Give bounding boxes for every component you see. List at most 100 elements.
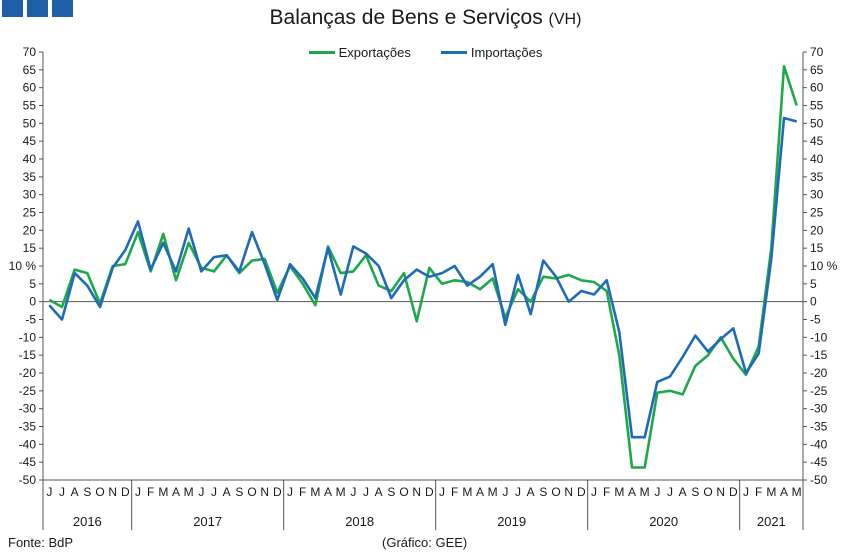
- y-tick-label-left: 55: [23, 99, 37, 113]
- y-tick-label-right: 55: [810, 99, 824, 113]
- y-tick-label-left: 40: [23, 152, 37, 166]
- x-tick-label-month: N: [108, 485, 117, 499]
- y-tick-label-left: -30: [19, 402, 37, 416]
- y-tick-label-right: -50: [810, 473, 828, 487]
- x-year-label: 2019: [497, 514, 526, 529]
- y-tick-label-left: -20: [19, 366, 37, 380]
- x-tick-label-month: A: [71, 485, 79, 499]
- x-tick-label-month: A: [223, 485, 231, 499]
- x-tick-label-month: A: [375, 485, 383, 499]
- x-tick-label-month: M: [336, 485, 346, 499]
- x-tick-label-month: J: [363, 485, 369, 499]
- x-tick-label-month: A: [628, 485, 636, 499]
- y-tick-label-right: 20: [810, 223, 824, 237]
- y-tick-label-right: 5: [810, 277, 817, 291]
- y-tick-label-left: 15: [23, 241, 37, 255]
- x-tick-label-month: A: [476, 485, 484, 499]
- y-tick-label-right: -35: [810, 420, 828, 434]
- y-tick-label-left: 45: [23, 134, 37, 148]
- x-tick-label-month: O: [247, 485, 256, 499]
- x-tick-label-month: J: [654, 485, 660, 499]
- y-tick-label-left: -25: [19, 384, 37, 398]
- y-tick-label-right: 30: [810, 188, 824, 202]
- x-tick-label-month: S: [235, 485, 243, 499]
- x-tick-label-month: M: [766, 485, 776, 499]
- x-tick-label-month: F: [147, 485, 154, 499]
- x-tick-label-month: J: [198, 485, 204, 499]
- x-tick-label-month: D: [425, 485, 434, 499]
- y-tick-label-right: -5: [810, 313, 821, 327]
- y-tick-label-right: 60: [810, 81, 824, 95]
- x-tick-label-month: O: [551, 485, 560, 499]
- y-tick-label-left: 5: [29, 277, 36, 291]
- y-tick-label-left: -40: [19, 437, 37, 451]
- x-tick-label-month: D: [729, 485, 738, 499]
- y-tick-label-right: -15: [810, 348, 828, 362]
- x-tick-label-month: N: [412, 485, 421, 499]
- legend-swatch-exports: [308, 51, 335, 54]
- x-tick-label-month: N: [716, 485, 725, 499]
- x-tick-label-month: D: [273, 485, 282, 499]
- x-tick-label-month: M: [462, 485, 472, 499]
- x-tick-label-month: S: [387, 485, 395, 499]
- x-tick-label-month: D: [577, 485, 586, 499]
- y-tick-label-left: -35: [19, 420, 37, 434]
- credit-note: (Gráfico: GEE): [382, 535, 468, 550]
- logo-block: [27, 0, 48, 17]
- x-tick-label-month: J: [743, 485, 749, 499]
- y-tick-label-left: 70: [23, 45, 37, 59]
- y-tick-label-left: 60: [23, 81, 37, 95]
- y-tick-label-right: 15: [810, 241, 824, 255]
- y-tick-label-right: -45: [810, 455, 828, 469]
- x-tick-label-month: M: [614, 485, 624, 499]
- y-tick-label-right: -40: [810, 437, 828, 451]
- x-tick-label-month: S: [83, 485, 91, 499]
- y-tick-label-right: -20: [810, 366, 828, 380]
- x-tick-label-month: J: [350, 485, 356, 499]
- x-tick-label-month: M: [640, 485, 650, 499]
- x-tick-label-month: F: [299, 485, 306, 499]
- legend-label-imports: Importações: [470, 45, 543, 60]
- x-tick-label-month: J: [59, 485, 65, 499]
- legend-label-exports: Exportações: [338, 45, 411, 60]
- y-tick-label-left: -10: [19, 330, 37, 344]
- y-tick-label-right: 65: [810, 63, 824, 77]
- x-tick-label-month: F: [755, 485, 762, 499]
- x-tick-label-month: N: [260, 485, 269, 499]
- y-tick-label-left: 50: [23, 116, 37, 130]
- x-tick-label-month: A: [527, 485, 535, 499]
- x-tick-label-month: S: [539, 485, 547, 499]
- y-tick-label-right: 35: [810, 170, 824, 184]
- source-note: Fonte: BdP: [8, 535, 74, 550]
- x-tick-label-month: F: [603, 485, 610, 499]
- series-line-imports: [48, 116, 798, 439]
- logo-block: [52, 0, 73, 17]
- y-tick-label-right: 10 %: [810, 259, 838, 273]
- logo: [2, 0, 73, 17]
- y-tick-label-left: 10 %: [9, 259, 37, 273]
- x-tick-label-month: J: [502, 485, 508, 499]
- y-tick-label-right: -30: [810, 402, 828, 416]
- chart-title: Balanças de Bens e Serviços (VH): [0, 6, 851, 30]
- x-tick-label-month: M: [792, 485, 802, 499]
- x-tick-label-month: O: [703, 485, 712, 499]
- chart-legend: Exportações Importações: [0, 45, 851, 60]
- y-tick-label-left: -45: [19, 455, 37, 469]
- y-tick-label-right: 70: [810, 45, 824, 59]
- y-tick-label-left: -5: [25, 313, 36, 327]
- y-tick-label-left: 25: [23, 206, 37, 220]
- y-tick-label-left: -15: [19, 348, 37, 362]
- logo-block: [2, 0, 23, 17]
- x-year-label: 2016: [73, 514, 102, 529]
- x-tick-label-month: J: [515, 485, 521, 499]
- y-tick-label-left: -50: [19, 473, 37, 487]
- y-tick-label-left: 65: [23, 63, 37, 77]
- x-tick-label-month: M: [184, 485, 194, 499]
- x-tick-label-month: J: [46, 485, 52, 499]
- x-tick-label-month: M: [488, 485, 498, 499]
- y-tick-label-left: 35: [23, 170, 37, 184]
- x-year-label: 2018: [345, 514, 374, 529]
- x-tick-label-month: J: [287, 485, 293, 499]
- x-year-label: 2021: [757, 514, 786, 529]
